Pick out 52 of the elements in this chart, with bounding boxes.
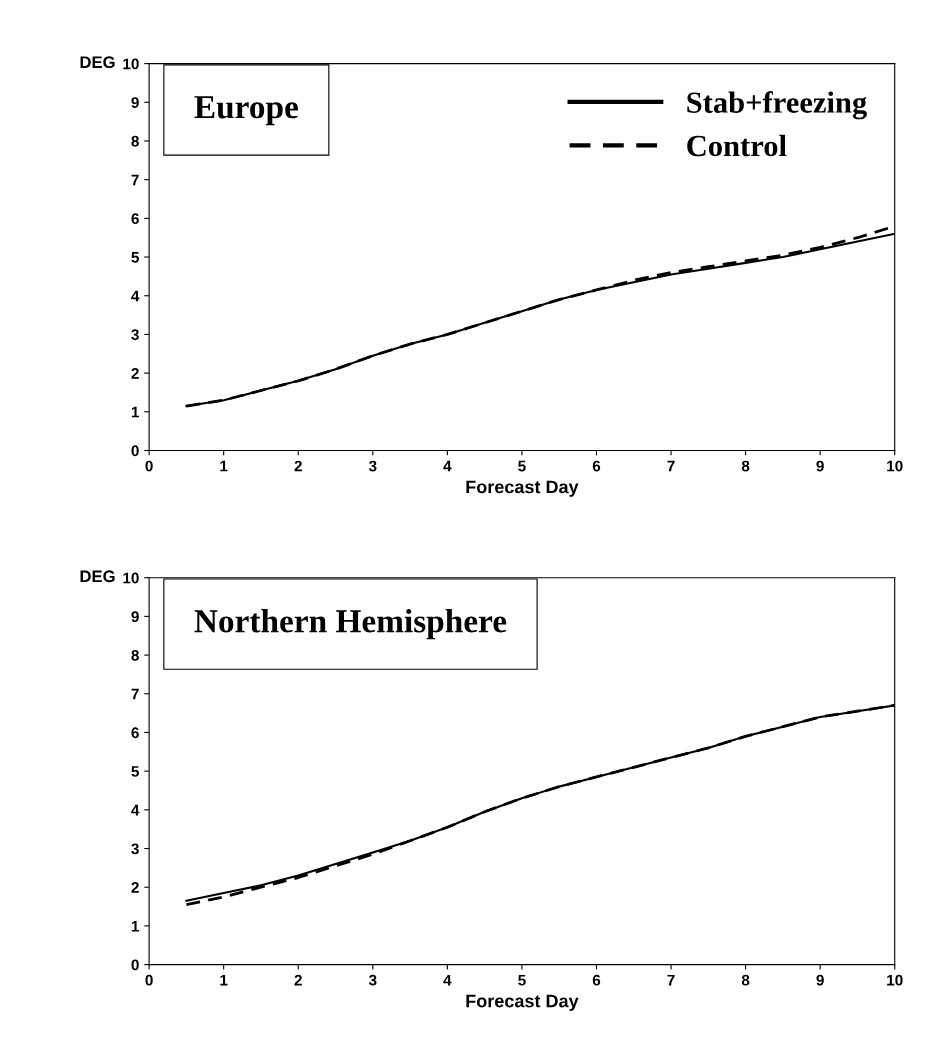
- y-tick-label: 9: [131, 611, 139, 623]
- x-tick-label: 6: [592, 460, 601, 472]
- x-tick-label: 8: [741, 460, 750, 472]
- x-tick-label: 1: [220, 974, 228, 986]
- x-tick-label: 3: [368, 974, 377, 986]
- x-tick-label: 5: [518, 974, 526, 986]
- y-axis-title: DEG: [80, 570, 115, 583]
- y-tick-label: 8: [131, 135, 139, 147]
- y-tick-label: 1: [131, 406, 139, 418]
- legend-label: Stab+freezing: [687, 91, 867, 120]
- x-tick-label: 3: [368, 460, 377, 472]
- text: Northern Hemisphere: [194, 609, 507, 640]
- y-tick-label: 5: [131, 766, 139, 777]
- y-tick-label: 9: [131, 97, 139, 108]
- x-tick-label: 10: [887, 974, 903, 986]
- x-tick-label: 4: [443, 460, 452, 472]
- x-tick-label: 2: [294, 974, 302, 986]
- x-tick-label: 4: [443, 974, 452, 986]
- x-tick-label: 9: [816, 460, 824, 472]
- y-tick-label: 2: [131, 882, 139, 893]
- text: Europe: [194, 96, 298, 126]
- x-tick-label: 7: [667, 460, 675, 472]
- y-tick-label: 5: [131, 252, 139, 263]
- x-tick-label: 7: [667, 974, 675, 986]
- y-tick-label: 6: [131, 213, 139, 225]
- x-tick-label: 8: [741, 974, 750, 986]
- y-tick-label: 1: [131, 920, 139, 932]
- y-tick-label: 4: [131, 804, 140, 816]
- y-tick-label: 8: [131, 649, 139, 661]
- y-tick-label: 3: [131, 329, 139, 341]
- x-tick-label: 6: [592, 974, 601, 986]
- y-tick-label: 10: [123, 58, 139, 70]
- x-tick-label: 5: [518, 460, 526, 472]
- x-axis-title: Forecast Day: [466, 994, 579, 1011]
- y-tick-label: 7: [131, 174, 139, 186]
- y-tick-label: 3: [131, 843, 139, 855]
- x-tick-label: 0: [145, 460, 153, 472]
- x-tick-label: 0: [145, 974, 153, 986]
- y-tick-label: 6: [131, 727, 139, 739]
- legend-label: Control: [687, 134, 787, 157]
- x-tick-label: 2: [294, 460, 302, 472]
- x-tick-label: 1: [220, 460, 228, 472]
- y-tick-label: 0: [131, 445, 139, 457]
- y-tick-label: 4: [131, 290, 140, 302]
- y-tick-label: 10: [123, 572, 139, 584]
- y-tick-label: 0: [131, 959, 139, 971]
- x-tick-label: 10: [887, 460, 903, 472]
- y-axis-title: DEG: [80, 56, 115, 69]
- x-tick-label: 9: [816, 974, 824, 986]
- y-tick-label: 2: [131, 367, 139, 379]
- x-axis-title: Forecast Day: [466, 480, 579, 497]
- y-tick-label: 7: [131, 688, 139, 700]
